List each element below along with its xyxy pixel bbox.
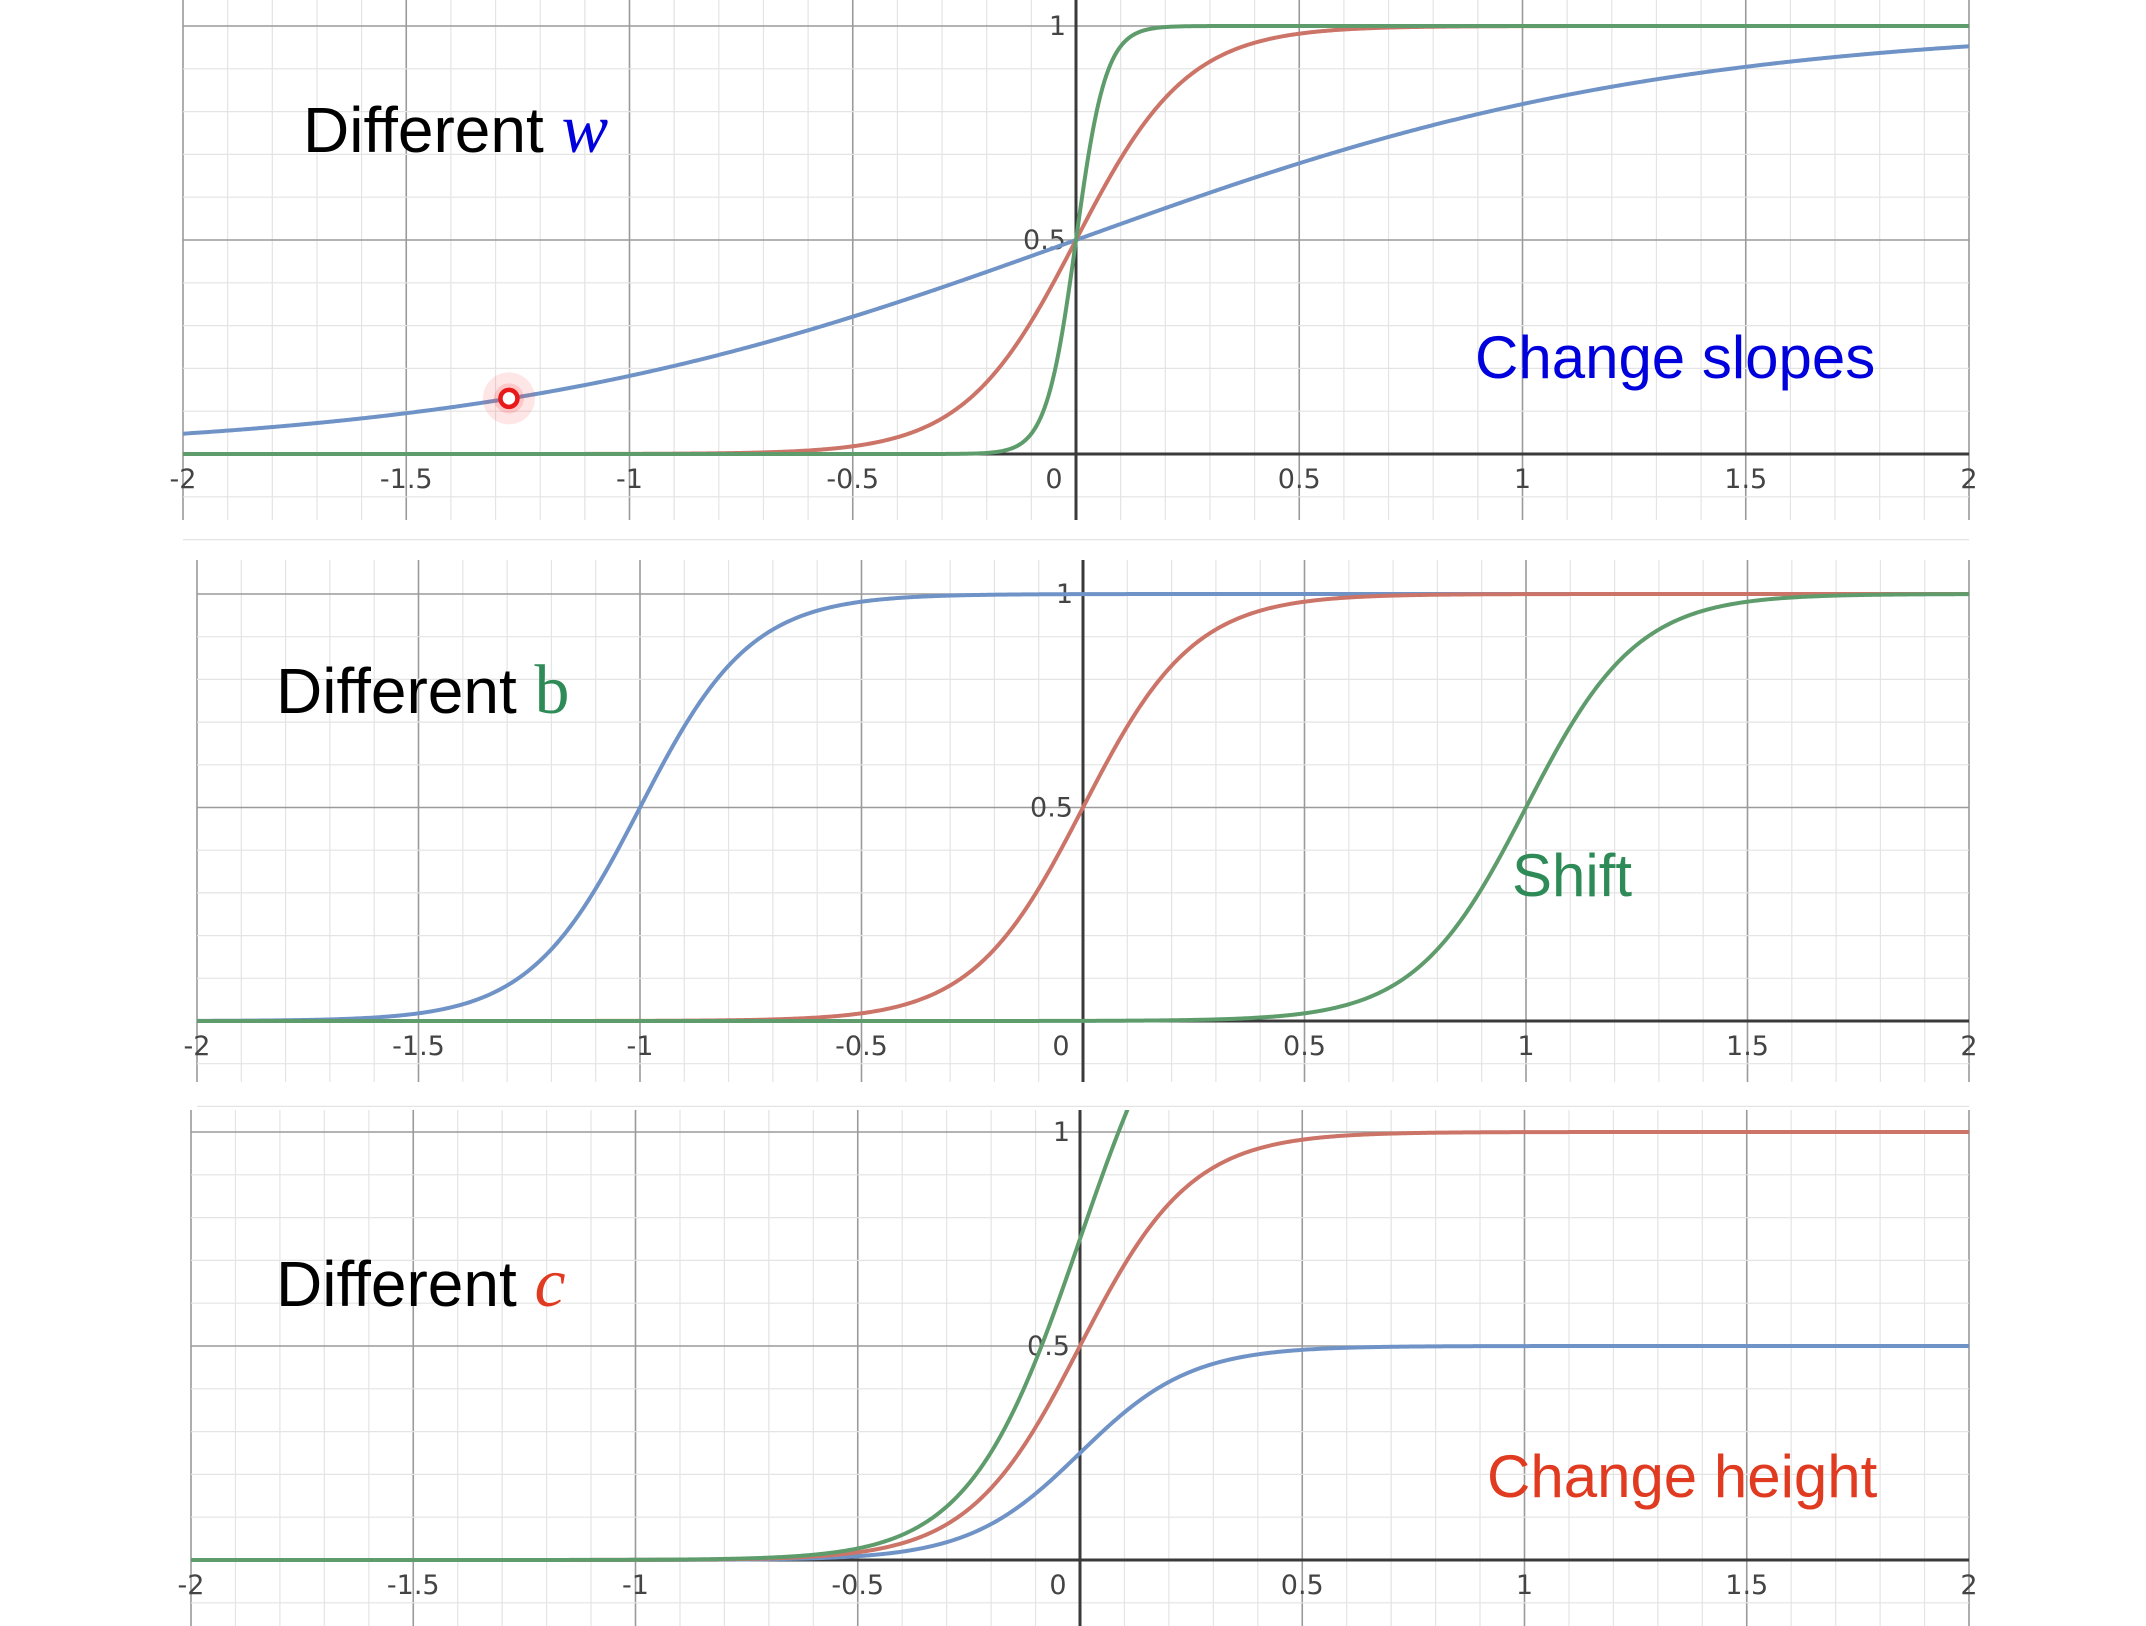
x-tick-label: 2	[1960, 1031, 1977, 1062]
panel-title: Different c	[276, 1245, 566, 1322]
x-tick-label: -1	[627, 1031, 654, 1062]
panel-title: Different b	[276, 652, 570, 729]
panel-title-text: Different	[303, 94, 562, 166]
panel-title-variable: c	[535, 1245, 566, 1322]
x-tick-label: 0	[1045, 464, 1062, 495]
series-line-green	[183, 24, 1969, 456]
x-tick-label: -0.5	[831, 1570, 884, 1601]
x-tick-label: -1.5	[380, 464, 433, 495]
panel-title-variable: b	[535, 652, 570, 729]
series-group	[183, 24, 1969, 456]
x-tick-label: -2	[170, 464, 197, 495]
series-line-blue	[183, 44, 1969, 436]
x-tick-label: -0.5	[826, 464, 879, 495]
x-tick-label: 0	[1052, 1031, 1069, 1062]
x-tick-label: -1.5	[392, 1031, 445, 1062]
x-tick-label: 2	[1960, 464, 1977, 495]
x-tick-label: 1.5	[1726, 1031, 1769, 1062]
x-tick-label: -2	[184, 1031, 211, 1062]
y-tick-label: 1	[1053, 1117, 1070, 1148]
x-tick-label: -1	[616, 464, 643, 495]
panel-annotation: Shift	[1512, 842, 1632, 909]
series-group	[191, 1110, 1969, 1562]
point-marker[interactable]	[498, 387, 520, 410]
x-tick-label: 0.5	[1283, 1031, 1326, 1062]
x-tick-label: 1	[1514, 464, 1531, 495]
series-group	[197, 592, 1969, 1023]
x-tick-label: -1	[622, 1570, 649, 1601]
x-tick-label: 0.5	[1278, 464, 1321, 495]
panel-title-variable: w	[562, 91, 609, 168]
panel-annotation: Change height	[1487, 1443, 1878, 1510]
y-tick-label: 1	[1049, 11, 1066, 42]
y-tick-label: 0.5	[1027, 1331, 1070, 1362]
panel-title-text: Different	[276, 655, 535, 727]
x-tick-label: 1.5	[1724, 464, 1767, 495]
x-tick-label: 0.5	[1281, 1570, 1324, 1601]
panel-title: Different w	[303, 91, 609, 168]
series-line-green	[197, 592, 1969, 1023]
x-tick-label: -2	[178, 1570, 205, 1601]
x-tick-label: 1	[1516, 1570, 1533, 1601]
x-tick-label: -0.5	[835, 1031, 888, 1062]
x-tick-label: 2	[1960, 1570, 1977, 1601]
y-tick-label: 0.5	[1030, 793, 1073, 824]
x-tick-label: 0	[1049, 1570, 1066, 1601]
panel-title-text: Different	[276, 1248, 535, 1320]
panel-annotation: Change slopes	[1475, 324, 1875, 391]
panel-different-c: -2 -1.5 -1 -0.5 0 0.5 1 1.5 2 0.5 1 Different c Chan…	[178, 1110, 1978, 1626]
series-line-green	[191, 1110, 1130, 1562]
x-tick-label: 1	[1517, 1031, 1534, 1062]
x-tick-label: -1.5	[387, 1570, 440, 1601]
x-tick-label: 1.5	[1725, 1570, 1768, 1601]
